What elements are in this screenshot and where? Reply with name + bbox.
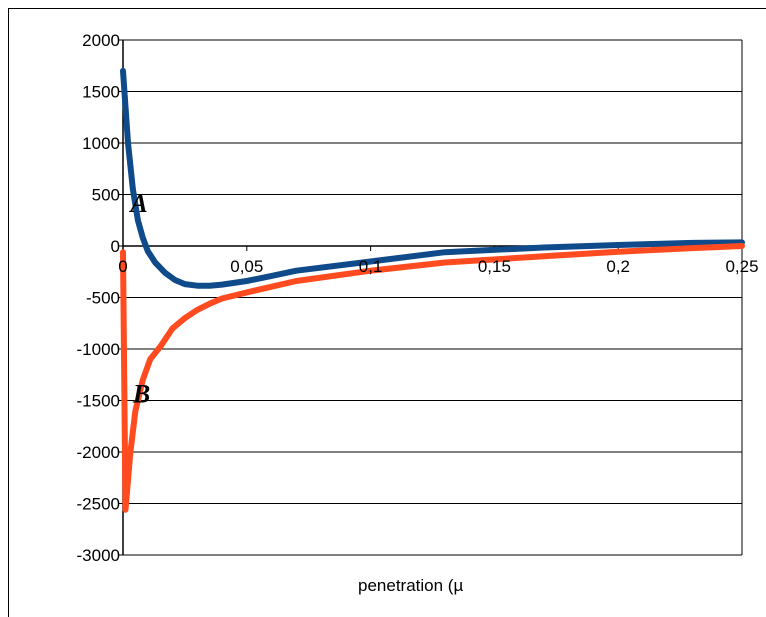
y-tick-label: 2000 xyxy=(82,31,120,50)
y-tick-label: -500 xyxy=(86,289,120,308)
curve-label-b: B xyxy=(132,380,150,409)
y-tick-label: -1500 xyxy=(77,392,120,411)
chart-frame xyxy=(8,8,766,617)
tick-labels: 2000 1500 1000 500 0 -500 -1000 -1500 -2000 -2500… xyxy=(77,31,759,565)
x-tick-label: 0,1 xyxy=(359,257,383,276)
series-line-b xyxy=(120,243,745,513)
x-tick-label: 0,25 xyxy=(725,257,758,276)
x-tick-label: 0,2 xyxy=(606,257,630,276)
x-tick-label: 0,05 xyxy=(230,257,263,276)
x-tick-label: 0,15 xyxy=(478,257,511,276)
y-tick-label: 0 xyxy=(111,237,120,256)
y-tick-label: -3000 xyxy=(77,546,120,565)
y-tick-label: 1000 xyxy=(82,134,120,153)
y-tick-label: -2500 xyxy=(77,495,120,514)
series-lines xyxy=(120,67,745,513)
series-line-a xyxy=(120,67,745,289)
y-tick-label: 500 xyxy=(92,186,120,205)
x-tick-label: 0 xyxy=(118,257,127,276)
y-tick-label: -2000 xyxy=(77,443,120,462)
curve-label-a: A xyxy=(128,189,147,218)
x-axis-title: penetration (µ xyxy=(358,576,463,595)
y-tick-label: -1000 xyxy=(77,340,120,359)
grid-lines xyxy=(123,39,742,556)
y-tick-label: 1500 xyxy=(82,83,120,102)
